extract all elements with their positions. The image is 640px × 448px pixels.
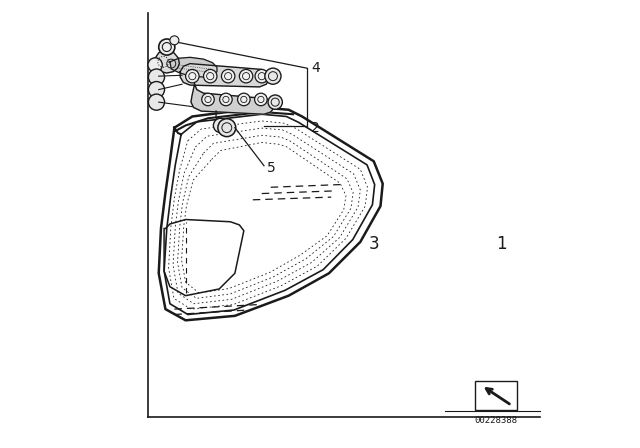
Circle shape [204, 69, 217, 83]
Text: 2: 2 [311, 121, 320, 135]
Text: 5: 5 [267, 160, 276, 175]
Circle shape [220, 93, 232, 106]
Circle shape [213, 118, 228, 133]
Circle shape [255, 69, 269, 83]
Polygon shape [154, 50, 179, 73]
Circle shape [255, 93, 267, 106]
Text: 4: 4 [311, 61, 320, 75]
Text: 1: 1 [496, 235, 507, 253]
Circle shape [237, 93, 250, 106]
Text: 3: 3 [369, 235, 379, 253]
Circle shape [202, 93, 214, 106]
Circle shape [170, 36, 179, 45]
Circle shape [239, 69, 253, 83]
Circle shape [148, 82, 164, 98]
Text: 00228388: 00228388 [474, 416, 517, 425]
Circle shape [148, 69, 164, 85]
Circle shape [186, 69, 199, 83]
Polygon shape [170, 57, 217, 77]
Circle shape [221, 69, 235, 83]
Circle shape [148, 58, 163, 72]
Polygon shape [180, 64, 270, 87]
Polygon shape [191, 84, 275, 114]
Circle shape [268, 95, 282, 109]
Circle shape [218, 119, 236, 137]
Circle shape [159, 39, 175, 55]
Circle shape [265, 68, 281, 84]
Circle shape [148, 94, 164, 110]
Bar [474, 381, 517, 410]
